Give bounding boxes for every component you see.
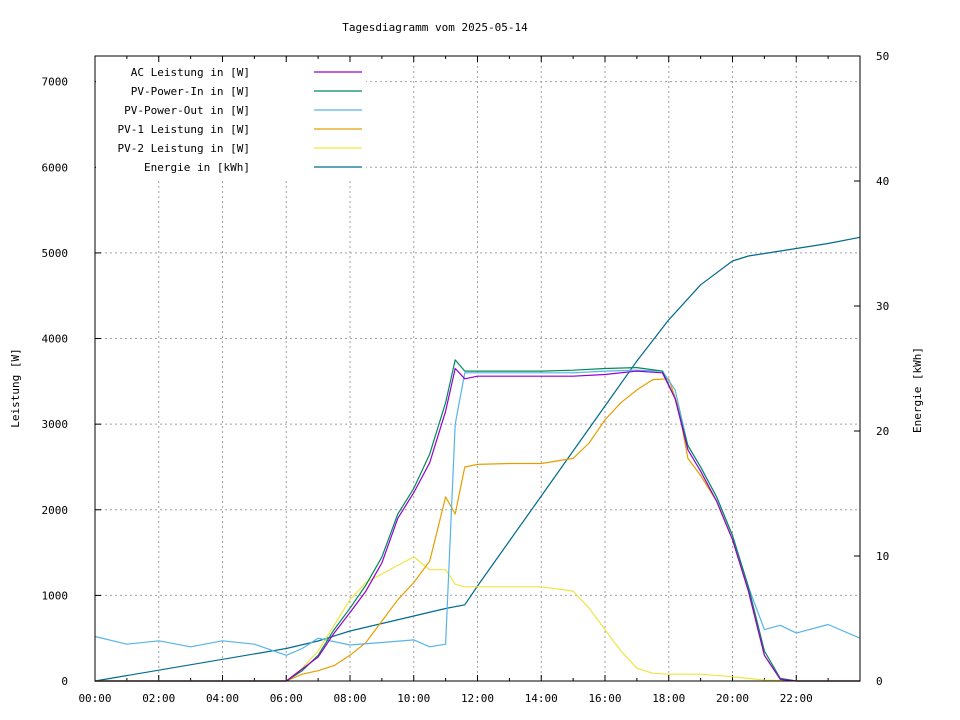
y2-axis-label: Energie [kWh] [911,347,924,433]
y2-tick-label: 10 [876,550,889,563]
x-tick-label: 20:00 [716,692,749,705]
y2-tick-label: 30 [876,300,889,313]
x-tick-label: 22:00 [780,692,813,705]
legend-label: PV-Power-In in [W] [131,85,250,98]
legend-label: PV-2 Leistung in [W] [118,142,250,155]
series-line-energie-in-kwh [94,236,861,682]
y-tick-label: 0 [61,675,68,688]
grid [95,56,860,681]
legend-label: AC Leistung in [W] [131,66,250,79]
legend-label: PV-1 Leistung in [W] [118,123,250,136]
y-tick-label: 6000 [42,161,69,174]
axis-ticks: 00:00 02:00 04:00 06:00 08:00 10:00 12:00 14:00… [42,50,890,705]
y2-tick-label: 20 [876,425,889,438]
x-tick-label: 18:00 [652,692,685,705]
legend-background [96,62,366,178]
series-group [94,236,861,682]
series-line-pv-2-leistung-in-w [95,556,860,682]
chart-title: Tagesdiagramm vom 2025-05-14 [342,21,528,34]
legend: AC Leistung in [W] PV-Power-In in [W] PV-P… [96,62,366,178]
y2-tick-label: 40 [876,175,889,188]
plot-frame [94,55,861,682]
x-tick-label: 12:00 [461,692,494,705]
y-tick-label: 7000 [42,76,69,89]
x-tick-label: 16:00 [588,692,621,705]
x-tick-label: 06:00 [270,692,303,705]
y-tick-label: 1000 [42,589,69,602]
x-tick-label: 08:00 [333,692,366,705]
y-tick-label: 2000 [42,504,69,517]
x-tick-label: 04:00 [206,692,239,705]
x-tick-label: 14:00 [525,692,558,705]
y2-tick-label: 0 [876,675,883,688]
y-tick-label: 4000 [42,333,69,346]
series-line-pv-power-in-in-w [95,359,860,682]
series-line-ac-leistung-in-w [95,367,860,682]
y-axis-label: Leistung [W] [9,348,22,427]
y-tick-label: 5000 [42,247,69,260]
x-tick-label: 02:00 [142,692,175,705]
y-tick-label: 3000 [42,418,69,431]
legend-label: PV-Power-Out in [W] [124,104,250,117]
y2-tick-label: 50 [876,50,889,63]
legend-label: Energie in [kWh] [144,161,250,174]
x-tick-label: 10:00 [397,692,430,705]
x-tick-label: 00:00 [78,692,111,705]
